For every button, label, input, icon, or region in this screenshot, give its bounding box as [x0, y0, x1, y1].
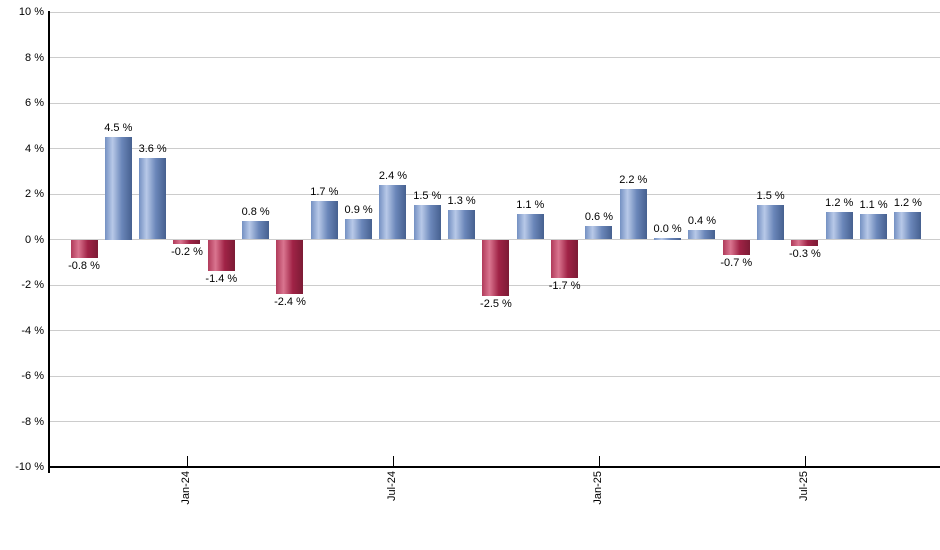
y-axis-tick-label: 4 %: [25, 142, 44, 155]
y-axis-tick-label: 6 %: [25, 97, 44, 109]
bar-value-label: 1.1 %: [516, 199, 545, 212]
y-axis-tick-label: -8 %: [21, 415, 44, 428]
x-axis-tick: [598, 456, 600, 467]
y-gridline: [49, 102, 940, 104]
y-axis-tick-label: -2 %: [21, 279, 44, 291]
x-axis-tick: [804, 456, 806, 467]
y-axis-tick-label: 10 %: [18, 6, 44, 18]
bar-value-label: 1.3 %: [447, 194, 476, 207]
y-axis-tick-label: 0 %: [25, 233, 44, 246]
negative-bar: [70, 239, 98, 258]
y-gridline: [49, 193, 940, 195]
x-axis-tick: [392, 456, 394, 467]
y-axis-tick-label: 2 %: [25, 188, 44, 200]
negative-bar: [276, 239, 304, 295]
bar-value-label: 1.1 %: [859, 199, 888, 212]
positive-bar: [825, 212, 853, 240]
bar-value-label: 1.2 %: [825, 197, 854, 210]
positive-bar: [585, 225, 613, 240]
bar-value-label: -2.4 %: [274, 296, 306, 309]
negative-bar: [551, 239, 579, 279]
negative-bar: [722, 239, 750, 256]
bar-value-label: -1.7 %: [548, 280, 581, 293]
y-gridline: [49, 330, 940, 331]
positive-bar: [757, 205, 785, 240]
bar-value-label: -0.7 %: [720, 257, 753, 270]
negative-bar: [173, 239, 201, 245]
x-axis-tick-label: Jan-24: [179, 471, 192, 505]
bar-value-label: 1.7 %: [310, 185, 339, 198]
y-axis-line: [48, 11, 50, 473]
bar-value-label: 1.2 %: [893, 197, 922, 210]
bar-value-label: 4.5 %: [104, 122, 133, 135]
y-axis-tick-label: -6 %: [21, 370, 44, 382]
y-gridline: [49, 375, 940, 377]
x-axis-line: [48, 466, 940, 468]
positive-bar: [894, 212, 922, 240]
bar-value-label: 0.8 %: [241, 206, 270, 219]
positive-bar: [242, 221, 270, 240]
y-axis-tick-label: 8 %: [25, 51, 44, 64]
bar-value-label: 2.4 %: [378, 169, 408, 182]
x-axis-tick-label: Jul-25: [797, 471, 810, 501]
negative-bar: [482, 239, 510, 297]
bar-value-label: 1.5 %: [756, 190, 785, 203]
bar-value-label: 0.0 %: [653, 223, 682, 235]
bar-value-label: 3.6 %: [138, 142, 167, 155]
y-gridline: [49, 57, 940, 58]
positive-bar: [104, 137, 132, 240]
y-axis-tick-label: -10 %: [15, 461, 44, 473]
bar-value-label: 0.9 %: [344, 204, 373, 217]
negative-bar: [207, 239, 235, 272]
bar-value-label: 1.5 %: [413, 190, 442, 203]
bar-value-label: -0.2 %: [171, 246, 203, 259]
positive-bar: [345, 219, 373, 240]
positive-bar: [860, 214, 888, 240]
y-axis-tick-label: -4 %: [21, 324, 44, 337]
bar-value-label: -2.5 %: [480, 298, 512, 311]
negative-bar: [791, 239, 819, 247]
x-axis-tick-label: Jan-25: [591, 471, 604, 505]
bar-value-label: 0.4 %: [687, 215, 716, 228]
y-gridline: [49, 421, 940, 422]
positive-bar: [654, 238, 682, 240]
positive-bar: [310, 200, 338, 240]
x-axis-tick: [186, 456, 188, 467]
bar-value-label: -0.3 %: [789, 248, 821, 261]
positive-bar: [688, 230, 716, 240]
bar-value-label: -1.4 %: [205, 273, 238, 286]
positive-bar: [448, 209, 476, 240]
positive-bar: [379, 184, 407, 240]
bar-value-label: 2.2 %: [619, 174, 648, 187]
y-gridline: [49, 11, 940, 13]
positive-bar: [516, 214, 544, 240]
x-axis-tick-label: Jul-24: [385, 471, 398, 501]
bar-value-label: -0.8 %: [68, 259, 100, 272]
y-gridline: [49, 148, 940, 149]
positive-bar: [139, 157, 167, 240]
bar-value-label: 0.6 %: [584, 210, 613, 223]
positive-bar: [619, 189, 647, 240]
positive-bar: [413, 205, 441, 240]
